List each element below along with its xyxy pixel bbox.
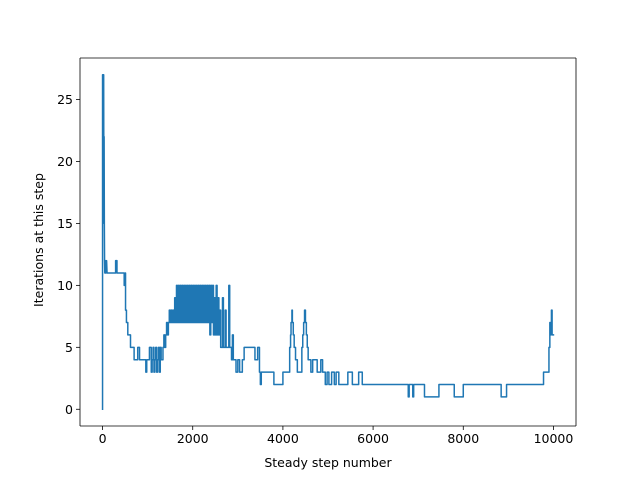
y-axis-label: Iterations at this step xyxy=(31,173,46,307)
x-tick-label: 2000 xyxy=(177,431,209,446)
y-tick-label: 15 xyxy=(57,216,73,231)
plot-area xyxy=(101,73,555,411)
y-tick-label: 0 xyxy=(65,402,73,417)
y-tick-label: 5 xyxy=(65,340,73,355)
x-axis-label: Steady step number xyxy=(264,455,392,470)
x-tick-label: 0 xyxy=(99,431,107,446)
y-tick-label: 20 xyxy=(57,154,73,169)
y-tick-label: 10 xyxy=(57,278,73,293)
x-tick-label: 6000 xyxy=(357,431,389,446)
x-tick-label: 8000 xyxy=(447,431,479,446)
x-tick-label: 10000 xyxy=(534,431,574,446)
series-line-0 xyxy=(101,73,555,411)
x-tick-label: 4000 xyxy=(267,431,299,446)
y-tick-label: 25 xyxy=(57,92,73,107)
axes-group: 0 2000 4000 6000 8000 10000 0 5 10 15 20 25 xyxy=(57,57,577,446)
